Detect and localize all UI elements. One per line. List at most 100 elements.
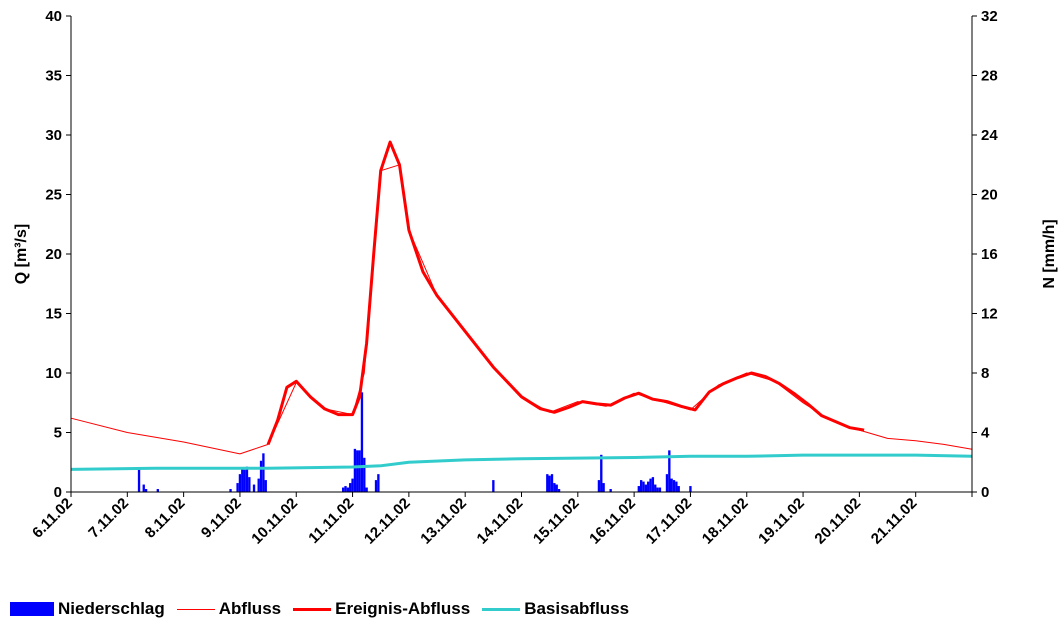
bar-niederschlag bbox=[651, 477, 655, 492]
x-tick-label: 11.11.02 bbox=[305, 495, 357, 547]
chart-legend: Niederschlag Abfluss Ereignis-Abfluss Ba… bbox=[10, 597, 641, 621]
bar-niederschlag bbox=[238, 474, 242, 492]
x-tick-label: 18.11.02 bbox=[699, 495, 752, 548]
bar-niederschlag bbox=[550, 474, 554, 492]
x-tick-label: 8.11.02 bbox=[142, 495, 189, 542]
x-tick-label: 12.11.02 bbox=[361, 495, 414, 548]
y-axis-title-right: N [mm/h] bbox=[1041, 219, 1058, 288]
bar-niederschlag bbox=[675, 481, 678, 492]
y-tick-label-right: 0 bbox=[981, 484, 989, 501]
bar-niederschlag bbox=[656, 487, 659, 492]
bar-niederschlag bbox=[142, 484, 145, 492]
line-ereignis-abfluss bbox=[266, 140, 865, 445]
bar-niederschlag bbox=[677, 486, 680, 492]
x-tick-label: 10.11.02 bbox=[248, 495, 301, 548]
bar-niederschlag bbox=[546, 474, 549, 492]
bar-niederschlag bbox=[639, 480, 643, 492]
y-tick-label-left: 0 bbox=[54, 484, 62, 501]
bar-niederschlag bbox=[236, 483, 239, 492]
bar-niederschlag bbox=[257, 478, 260, 492]
y-tick-label-left: 10 bbox=[45, 365, 62, 382]
bar-niederschlag bbox=[597, 480, 601, 492]
y-tick-label-left: 30 bbox=[45, 127, 62, 144]
bar-niederschlag bbox=[665, 474, 669, 492]
line-basisabfluss bbox=[70, 453, 973, 471]
bar-niederschlag bbox=[602, 483, 605, 492]
y-tick-label-right: 4 bbox=[981, 425, 990, 442]
legend-item-basisabfluss: Basisabfluss bbox=[482, 599, 629, 619]
bar-niederschlag bbox=[637, 486, 640, 492]
bars-layer bbox=[137, 392, 692, 492]
legend-label-ereignis-abfluss: Ereignis-Abfluss bbox=[335, 599, 471, 618]
x-tick-label: 7.11.02 bbox=[85, 495, 132, 542]
x-tick-label: 21.11.02 bbox=[868, 495, 921, 548]
legend-item-ereignis-abfluss: Ereignis-Abfluss bbox=[293, 599, 470, 619]
x-tick-label: 17.11.02 bbox=[643, 495, 696, 548]
legend-swatch-ereignis-abfluss bbox=[293, 607, 332, 611]
bar-niederschlag bbox=[144, 489, 148, 492]
bar-niederschlag bbox=[241, 468, 244, 492]
legend-label-abfluss: Abfluss bbox=[218, 599, 282, 618]
y-tick-label-right: 28 bbox=[981, 68, 998, 85]
bar-niederschlag bbox=[358, 450, 361, 492]
bar-niederschlag bbox=[229, 489, 232, 492]
bar-niederschlag bbox=[600, 454, 603, 492]
ticks-layer: 0 5 10 15 20 25 30 35 40 0 4 8 12 16 20 24 28 32 6.11.02 7.… bbox=[29, 8, 998, 548]
bar-niederschlag bbox=[553, 483, 556, 492]
y-tick-label-right: 20 bbox=[981, 187, 998, 204]
bar-niederschlag bbox=[649, 478, 652, 492]
bar-niederschlag bbox=[259, 460, 263, 492]
bar-niederschlag bbox=[356, 450, 359, 492]
bar-niederschlag bbox=[548, 475, 551, 492]
x-tick-label: 6.11.02 bbox=[29, 495, 76, 542]
bar-niederschlag bbox=[644, 484, 648, 492]
bar-niederschlag bbox=[609, 489, 612, 492]
bar-niederschlag bbox=[374, 480, 378, 492]
bar-niederschlag bbox=[658, 487, 662, 492]
y-tick-label-left: 40 bbox=[45, 8, 62, 25]
bar-niederschlag bbox=[342, 487, 345, 492]
bar-niederschlag bbox=[264, 480, 267, 492]
bar-niederschlag bbox=[156, 489, 159, 492]
chart-canvas: 0 5 10 15 20 25 30 35 40 0 4 8 12 16 20 24 28 32 6.11.02 7.… bbox=[13, 8, 1058, 548]
x-tick-label: 16.11.02 bbox=[586, 495, 639, 548]
bar-niederschlag bbox=[363, 457, 366, 492]
bar-niederschlag bbox=[353, 448, 357, 492]
bar-niederschlag bbox=[377, 474, 380, 492]
bar-niederschlag bbox=[642, 481, 645, 492]
bar-niederschlag bbox=[689, 486, 692, 492]
y-tick-label-right: 12 bbox=[981, 306, 998, 323]
line-abfluss bbox=[70, 164, 973, 455]
y-tick-label-right: 32 bbox=[981, 8, 998, 25]
bar-niederschlag bbox=[245, 466, 249, 492]
legend-item-niederschlag: Niederschlag bbox=[10, 599, 165, 619]
bar-niederschlag bbox=[137, 469, 141, 492]
bar-niederschlag bbox=[344, 486, 347, 492]
bar-niederschlag bbox=[647, 481, 650, 492]
y-tick-label-left: 25 bbox=[45, 187, 62, 204]
bar-niederschlag bbox=[555, 484, 558, 492]
x-tick-label: 19.11.02 bbox=[755, 495, 808, 548]
bar-niederschlag bbox=[668, 450, 671, 492]
y-axis-title-left: Q [m³/s] bbox=[13, 224, 30, 284]
legend-label-basisabfluss: Basisabfluss bbox=[524, 599, 630, 618]
x-tick-label: 20.11.02 bbox=[811, 495, 864, 548]
bar-niederschlag bbox=[672, 480, 676, 492]
bar-niederschlag bbox=[349, 483, 352, 492]
bar-niederschlag bbox=[252, 484, 256, 492]
bar-niederschlag bbox=[351, 478, 354, 492]
bar-niederschlag bbox=[346, 487, 350, 492]
bar-niederschlag bbox=[262, 453, 265, 492]
legend-swatch-abfluss bbox=[176, 608, 215, 610]
bar-niederschlag bbox=[557, 489, 561, 492]
legend-swatch-niederschlag bbox=[10, 602, 54, 616]
x-tick-label: 9.11.02 bbox=[198, 495, 245, 542]
bar-niederschlag bbox=[243, 469, 246, 492]
y-tick-label-left: 35 bbox=[45, 68, 62, 85]
y-tick-label-left: 20 bbox=[45, 246, 62, 263]
x-tick-label: 13.11.02 bbox=[417, 495, 470, 548]
x-tick-label: 14.11.02 bbox=[474, 495, 527, 548]
y-tick-label-left: 15 bbox=[45, 306, 62, 323]
y-tick-label-right: 16 bbox=[981, 246, 998, 263]
bar-niederschlag bbox=[670, 478, 673, 492]
